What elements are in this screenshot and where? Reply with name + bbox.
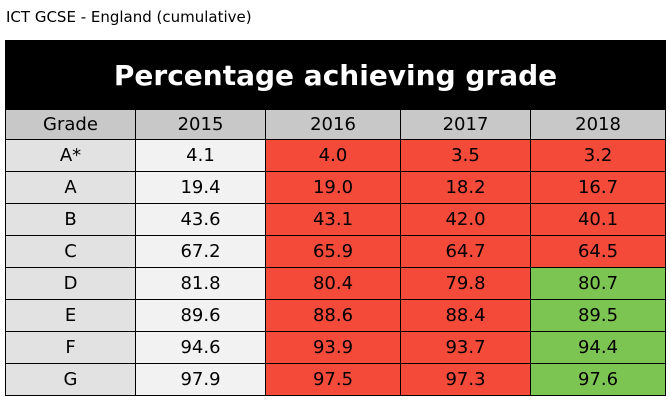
grade-cell: G: [5, 363, 136, 396]
value-cell: 19.4: [135, 171, 266, 204]
value-cell: 81.8: [135, 267, 266, 300]
value-cell: 80.7: [529, 267, 667, 300]
grade-cell: A*: [5, 139, 136, 172]
table-row: D 81.8 80.4 79.8 80.7: [5, 267, 667, 300]
value-cell: 67.2: [135, 235, 266, 268]
grade-cell: B: [5, 203, 136, 236]
grade-cell: E: [5, 299, 136, 332]
value-cell: 93.7: [400, 331, 531, 364]
grade-cell: C: [5, 235, 136, 268]
value-cell: 16.7: [529, 171, 667, 204]
table-row: G 97.9 97.5 97.3 97.6: [5, 363, 667, 396]
grade-table: Percentage achieving grade Grade 2015 2016 2…: [4, 40, 667, 396]
value-cell: 64.7: [400, 235, 531, 268]
value-cell: 88.4: [400, 299, 531, 332]
value-cell: 89.5: [529, 299, 667, 332]
value-cell: 4.1: [135, 139, 266, 172]
value-cell: 88.6: [265, 299, 401, 332]
grade-cell: F: [5, 331, 136, 364]
value-cell: 89.6: [135, 299, 266, 332]
value-cell: 97.3: [400, 363, 531, 396]
value-cell: 93.9: [265, 331, 401, 364]
value-cell: 79.8: [400, 267, 531, 300]
column-header: 2015: [135, 109, 266, 140]
value-cell: 3.2: [529, 139, 667, 172]
value-cell: 97.9: [135, 363, 266, 396]
value-cell: 80.4: [265, 267, 401, 300]
table-row: F 94.6 93.9 93.7 94.4: [5, 331, 667, 364]
value-cell: 65.9: [265, 235, 401, 268]
value-cell: 18.2: [400, 171, 531, 204]
column-header: 2016: [265, 109, 401, 140]
table-row: E 89.6 88.6 88.4 89.5: [5, 299, 667, 332]
value-cell: 42.0: [400, 203, 531, 236]
value-cell: 40.1: [529, 203, 667, 236]
value-cell: 43.6: [135, 203, 266, 236]
column-header: 2017: [400, 109, 531, 140]
caption-row: Percentage achieving grade: [4, 40, 667, 110]
value-cell: 94.6: [135, 331, 266, 364]
table-row: B 43.6 43.1 42.0 40.1: [5, 203, 667, 236]
table-row: A 19.4 19.0 18.2 16.7: [5, 171, 667, 204]
value-cell: 94.4: [529, 331, 667, 364]
grade-cell: D: [5, 267, 136, 300]
table-row: A* 4.1 4.0 3.5 3.2: [5, 139, 667, 172]
value-cell: 19.0: [265, 171, 401, 204]
value-cell: 43.1: [265, 203, 401, 236]
table-caption: Percentage achieving grade: [4, 40, 667, 110]
value-cell: 97.5: [265, 363, 401, 396]
page-title: ICT GCSE - England (cumulative): [6, 8, 252, 26]
column-header: 2018: [529, 109, 667, 140]
value-cell: 97.6: [529, 363, 667, 396]
grade-cell: A: [5, 171, 136, 204]
value-cell: 3.5: [400, 139, 531, 172]
value-cell: 4.0: [265, 139, 401, 172]
column-header: Grade: [5, 109, 136, 140]
table-row: C 67.2 65.9 64.7 64.5: [5, 235, 667, 268]
value-cell: 64.5: [529, 235, 667, 268]
header-row: Grade 2015 2016 2017 2018: [5, 109, 667, 140]
